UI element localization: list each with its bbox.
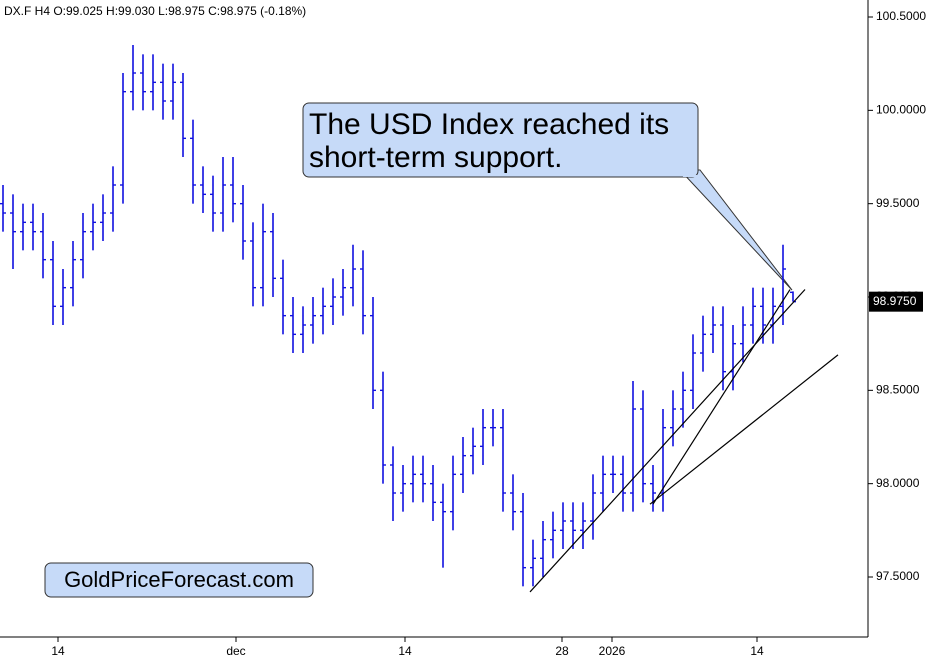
x-tick-label: dec bbox=[226, 644, 245, 658]
annotation-line: The USD Index reached its bbox=[309, 108, 669, 141]
y-tick-label: 100.0000 bbox=[876, 103, 926, 117]
last-price-box bbox=[869, 291, 923, 312]
x-tick-label: 28 bbox=[555, 644, 569, 658]
chart-title: DX.F H4 O:99.025 H:99.030 L:98.975 C:98.… bbox=[4, 4, 306, 18]
y-tick-label: 99.5000 bbox=[876, 196, 920, 210]
watermark: GoldPriceForecast.com bbox=[64, 567, 294, 592]
trendline bbox=[649, 354, 839, 505]
watermark-box bbox=[44, 562, 314, 598]
callout-box bbox=[302, 102, 699, 178]
y-tick-label: 100.5000 bbox=[876, 9, 926, 23]
x-tick-label: 14 bbox=[398, 644, 412, 658]
x-tick-label: 14 bbox=[51, 644, 65, 658]
x-tick-label: 2026 bbox=[599, 644, 626, 658]
annotation-line: short-term support. bbox=[309, 141, 562, 174]
y-tick-label: 98.0000 bbox=[876, 476, 920, 490]
last-price-label: 98.9750 bbox=[873, 294, 917, 308]
y-tick-label: 97.5000 bbox=[876, 569, 920, 583]
x-tick-label: 14 bbox=[750, 644, 764, 658]
trendline bbox=[529, 289, 806, 593]
trendline bbox=[652, 289, 791, 505]
y-tick-label: 98.5000 bbox=[876, 383, 920, 397]
